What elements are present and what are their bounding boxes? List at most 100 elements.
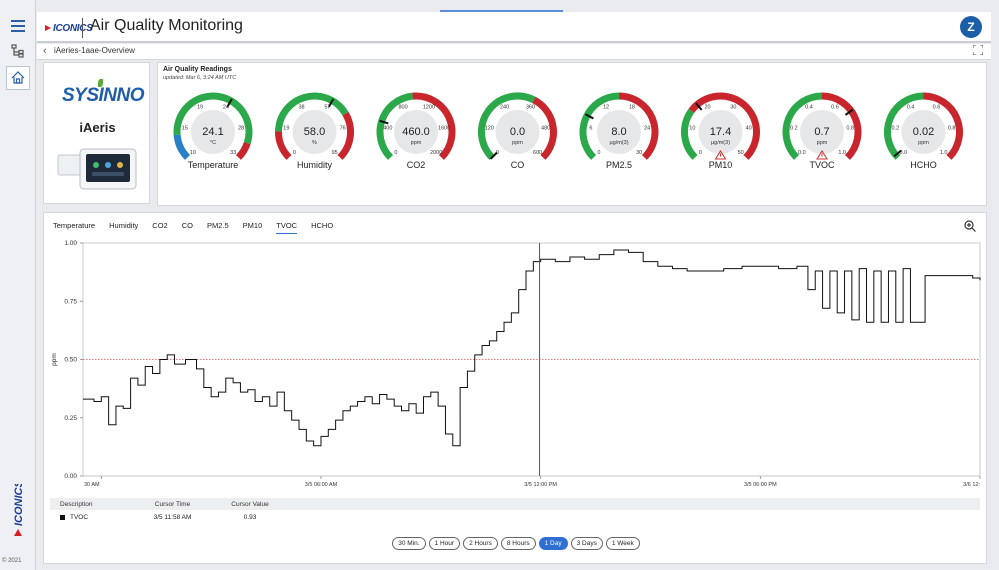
gauge-value: 8.0 (611, 126, 626, 138)
gauge-dial (394, 110, 438, 154)
gauge-needle (489, 151, 498, 160)
iconics-brand-logo: ICONICS (6, 480, 30, 544)
gauge-temperature[interactable]: 10 15 19 24 28 33 24.1 °C Temperature (173, 92, 253, 170)
gauge-tick-label: 33 (230, 150, 236, 156)
gauge-arc-segment (884, 92, 924, 160)
gauge-label: Humidity (297, 160, 333, 170)
gauge-pm10[interactable]: 0 10 20 30 40 50 17.4 µg/m(3) PM10 (681, 92, 760, 170)
gauge-tick-label: 10 (689, 126, 695, 132)
user-avatar[interactable]: Z (960, 16, 982, 38)
range-button-1-day[interactable]: 1 Day (538, 537, 568, 550)
brand-leaf-icon (98, 79, 103, 87)
gauge-arc-segment (275, 92, 349, 132)
gauge-arc-segment (821, 92, 862, 160)
gauge-tick-label: 19 (283, 126, 289, 132)
home-icon[interactable] (6, 66, 30, 90)
gauge-arc-segment (412, 92, 456, 160)
x-tick-label: 3/6 12: (963, 482, 980, 488)
app-header: ICONICS Air Quality Monitoring Z (37, 12, 991, 43)
gauge-tick-label: 0.8 (846, 126, 854, 132)
gauge-needle (226, 98, 233, 108)
gauge-dial (597, 110, 641, 154)
gauge-arc-segment (275, 131, 292, 160)
hamburger-menu-icon[interactable] (8, 16, 28, 36)
back-chevron-icon[interactable]: ‹ (43, 45, 47, 57)
gauge-dial (800, 110, 844, 154)
gauge-tick-label: 0.2 (892, 126, 900, 132)
gauge-tick-label: 0.0 (798, 150, 806, 156)
gauge-tick-label: 18 (629, 105, 635, 111)
range-button-2-hours[interactable]: 2 Hours (463, 537, 498, 550)
tab-humidity[interactable]: Humidity (109, 221, 139, 230)
trend-tabs: Temperature Humidity CO2 CO PM2.5 PM10 TVOC HCH… (53, 220, 333, 234)
time-range-buttons: 30 Min. 1 Hour 2 Hours 8 Hours 1 Day 3 Days 1 … (44, 537, 988, 550)
iconics-logo[interactable]: ICONICS (45, 18, 93, 38)
range-button-1-hour[interactable]: 1 Hour (428, 537, 461, 550)
cell-cursor-time: 3/5 11:58 AM (153, 513, 192, 521)
gauge-arc-segment (532, 96, 557, 160)
gauge-row: 10 15 19 24 28 33 24.1 °C Temperature 0 19 38 57 76 95… (173, 92, 963, 170)
gauge-tick-label: 12 (603, 105, 609, 111)
gauge-hcho[interactable]: 0.0 0.2 0.4 0.6 0.8 1.0 0.02 ppm HCHO (884, 92, 963, 170)
gauge-tvoc[interactable]: 0.0 0.2 0.4 0.6 0.8 1.0 0.7 ppm TVOC (782, 92, 862, 170)
tab-tvoc[interactable]: TVOC (276, 220, 298, 234)
gauge-label: CO2 (407, 160, 426, 170)
gauge-tick-label: 600 (533, 150, 542, 156)
gauge-tick-label: 0.2 (790, 126, 798, 132)
tvoc-trend-chart[interactable]: 0.00 0.25 0.50 0.75 1.00 ppm 30 AM 3/5 06:00 AM… (44, 237, 988, 499)
gauge-arc-segment (688, 92, 760, 160)
range-button-3-days[interactable]: 3 Days (570, 537, 603, 550)
gauge-arc-segment (173, 134, 191, 160)
logo-triangle-icon (45, 25, 51, 31)
fullscreen-icon[interactable] (973, 45, 983, 55)
gauge-tick-label: 57 (324, 105, 330, 111)
tab-pm10[interactable]: PM10 (242, 221, 263, 230)
breadcrumb-text: iAeries-1aae-Overview (54, 46, 135, 55)
range-button-30-min[interactable]: 30 Min. (392, 537, 426, 550)
gauge-pm25[interactable]: 0 6 12 18 24 30 8.0 µg/m(3) PM2.5 (579, 92, 659, 170)
page-title: Air Quality Monitoring (90, 17, 243, 34)
copyright-text: © 2021 (2, 558, 22, 564)
left-rail: ICONICS © 2021 (0, 0, 36, 570)
tab-pm25[interactable]: PM2.5 (206, 221, 229, 230)
gauge-tick-label: 0 (394, 150, 397, 156)
gauge-tick-label: 38 (298, 105, 304, 111)
tab-temperature[interactable]: Temperature (53, 221, 96, 230)
gauge-value: 58.0 (304, 126, 325, 138)
gauge-tick-label: 28 (238, 126, 244, 132)
series-swatch (60, 514, 65, 520)
range-button-1-week[interactable]: 1 Week (605, 537, 640, 550)
tab-co2[interactable]: CO2 (152, 221, 168, 230)
gauge-tick-label: 15 (182, 126, 188, 132)
gauge-tick-label: 76 (340, 126, 346, 132)
gauge-co2[interactable]: 0 400 800 1200 1600 2000 460.0 ppm CO2 (376, 92, 456, 170)
gauge-humidity[interactable]: 0 19 38 57 76 95 58.0% Humidity (275, 92, 354, 170)
gauge-tick-label: 360 (526, 105, 535, 111)
header-divider (82, 18, 83, 38)
range-button-8-hours[interactable]: 8 Hours (500, 537, 536, 550)
gauge-unit: °C (210, 140, 216, 146)
gauge-tick-label: 0.4 (907, 105, 915, 111)
gauge-value: 0.02 (913, 126, 934, 138)
cursor-table: Description Cursor Time Cursor Value TVO… (50, 498, 980, 526)
gauge-arc-segment (376, 92, 414, 160)
site-tree-icon[interactable] (8, 41, 28, 61)
svg-text:ICONICS: ICONICS (13, 484, 25, 526)
gauge-label: TVOC (809, 160, 835, 170)
gauge-unit: µg/m(3) (609, 140, 628, 146)
top-accent-bar (440, 10, 563, 13)
tab-co[interactable]: CO (181, 221, 193, 230)
gauge-tick-label: 19 (197, 105, 203, 111)
gauge-tick-label: 20 (704, 105, 710, 111)
zoom-in-icon[interactable] (964, 220, 976, 232)
gauge-arc-segment (618, 92, 659, 160)
gauge-tick-label: 400 (383, 126, 392, 132)
gauge-label: PM2.5 (606, 160, 632, 170)
device-card: SYSINNO iAeris (43, 62, 150, 204)
gauge-value: 0.7 (814, 126, 829, 138)
tab-hcho[interactable]: HCHO (311, 221, 334, 230)
x-tick-label: 30 AM (84, 482, 100, 488)
y-tick-label: 0.25 (64, 415, 77, 422)
